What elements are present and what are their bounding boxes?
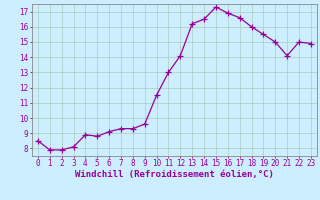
X-axis label: Windchill (Refroidissement éolien,°C): Windchill (Refroidissement éolien,°C) [75, 170, 274, 179]
